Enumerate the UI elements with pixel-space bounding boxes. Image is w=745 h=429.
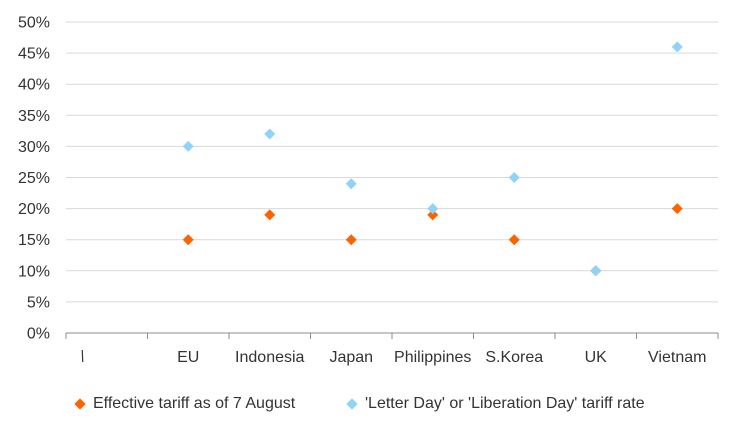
y-tick-label: 5% (27, 294, 50, 311)
x-tick-label-blank (81, 349, 84, 363)
x-tick-label: Japan (329, 349, 373, 366)
point-effective-tariff (264, 209, 276, 221)
legend-item-effective-tariff: Effective tariff as of 7 August (74, 395, 296, 413)
x-axis: EU Indonesia Japan Philippines S.Korea UK Viet… (65, 332, 719, 366)
legend-marker-letter-day-rate (346, 398, 358, 410)
legend-item-letter-day-rate: 'Letter Day' or 'Liberation Day' tariff … (346, 395, 645, 413)
y-tick-label: 15% (18, 232, 50, 249)
point-letter-day-rate (345, 178, 357, 190)
y-axis: 0% 5% 10% 15% 20% 25% 30% 35% 40% 45% 50% (18, 15, 50, 343)
x-tick-label: S.Korea (485, 349, 543, 366)
legend-label-effective-tariff: Effective tariff as of 7 August (93, 395, 296, 412)
y-tick-label: 45% (18, 46, 50, 63)
point-letter-day-rate (182, 140, 194, 152)
point-effective-tariff (182, 234, 194, 246)
point-letter-day-rate (427, 203, 439, 215)
data-points (182, 41, 683, 277)
y-tick-label: 40% (18, 77, 50, 94)
x-tick-label: Philippines (394, 349, 471, 366)
point-effective-tariff (671, 203, 683, 215)
point-letter-day-rate (671, 41, 683, 53)
point-effective-tariff (427, 209, 439, 221)
x-tick-label: UK (585, 349, 608, 366)
point-effective-tariff (508, 234, 520, 246)
x-tick-label: Indonesia (235, 349, 304, 366)
point-effective-tariff (345, 234, 357, 246)
legend-label-letter-day-rate: 'Letter Day' or 'Liberation Day' tariff … (365, 395, 645, 412)
y-tick-label: 20% (18, 201, 50, 218)
point-letter-day-rate (590, 265, 602, 277)
y-tick-label: 30% (18, 139, 50, 156)
point-letter-day-rate (508, 172, 520, 183)
legend-marker-effective-tariff (74, 398, 86, 410)
y-tick-label: 50% (18, 15, 50, 32)
legend: Effective tariff as of 7 August 'Letter … (0, 395, 745, 417)
gridlines (66, 21, 718, 303)
x-tick-label: EU (177, 349, 199, 366)
y-tick-label: 25% (18, 170, 50, 187)
y-tick-label: 0% (27, 326, 50, 343)
x-tick-label: Vietnam (648, 349, 706, 366)
y-tick-label: 10% (18, 263, 50, 280)
y-tick-label: 35% (18, 108, 50, 125)
point-letter-day-rate (264, 128, 276, 140)
